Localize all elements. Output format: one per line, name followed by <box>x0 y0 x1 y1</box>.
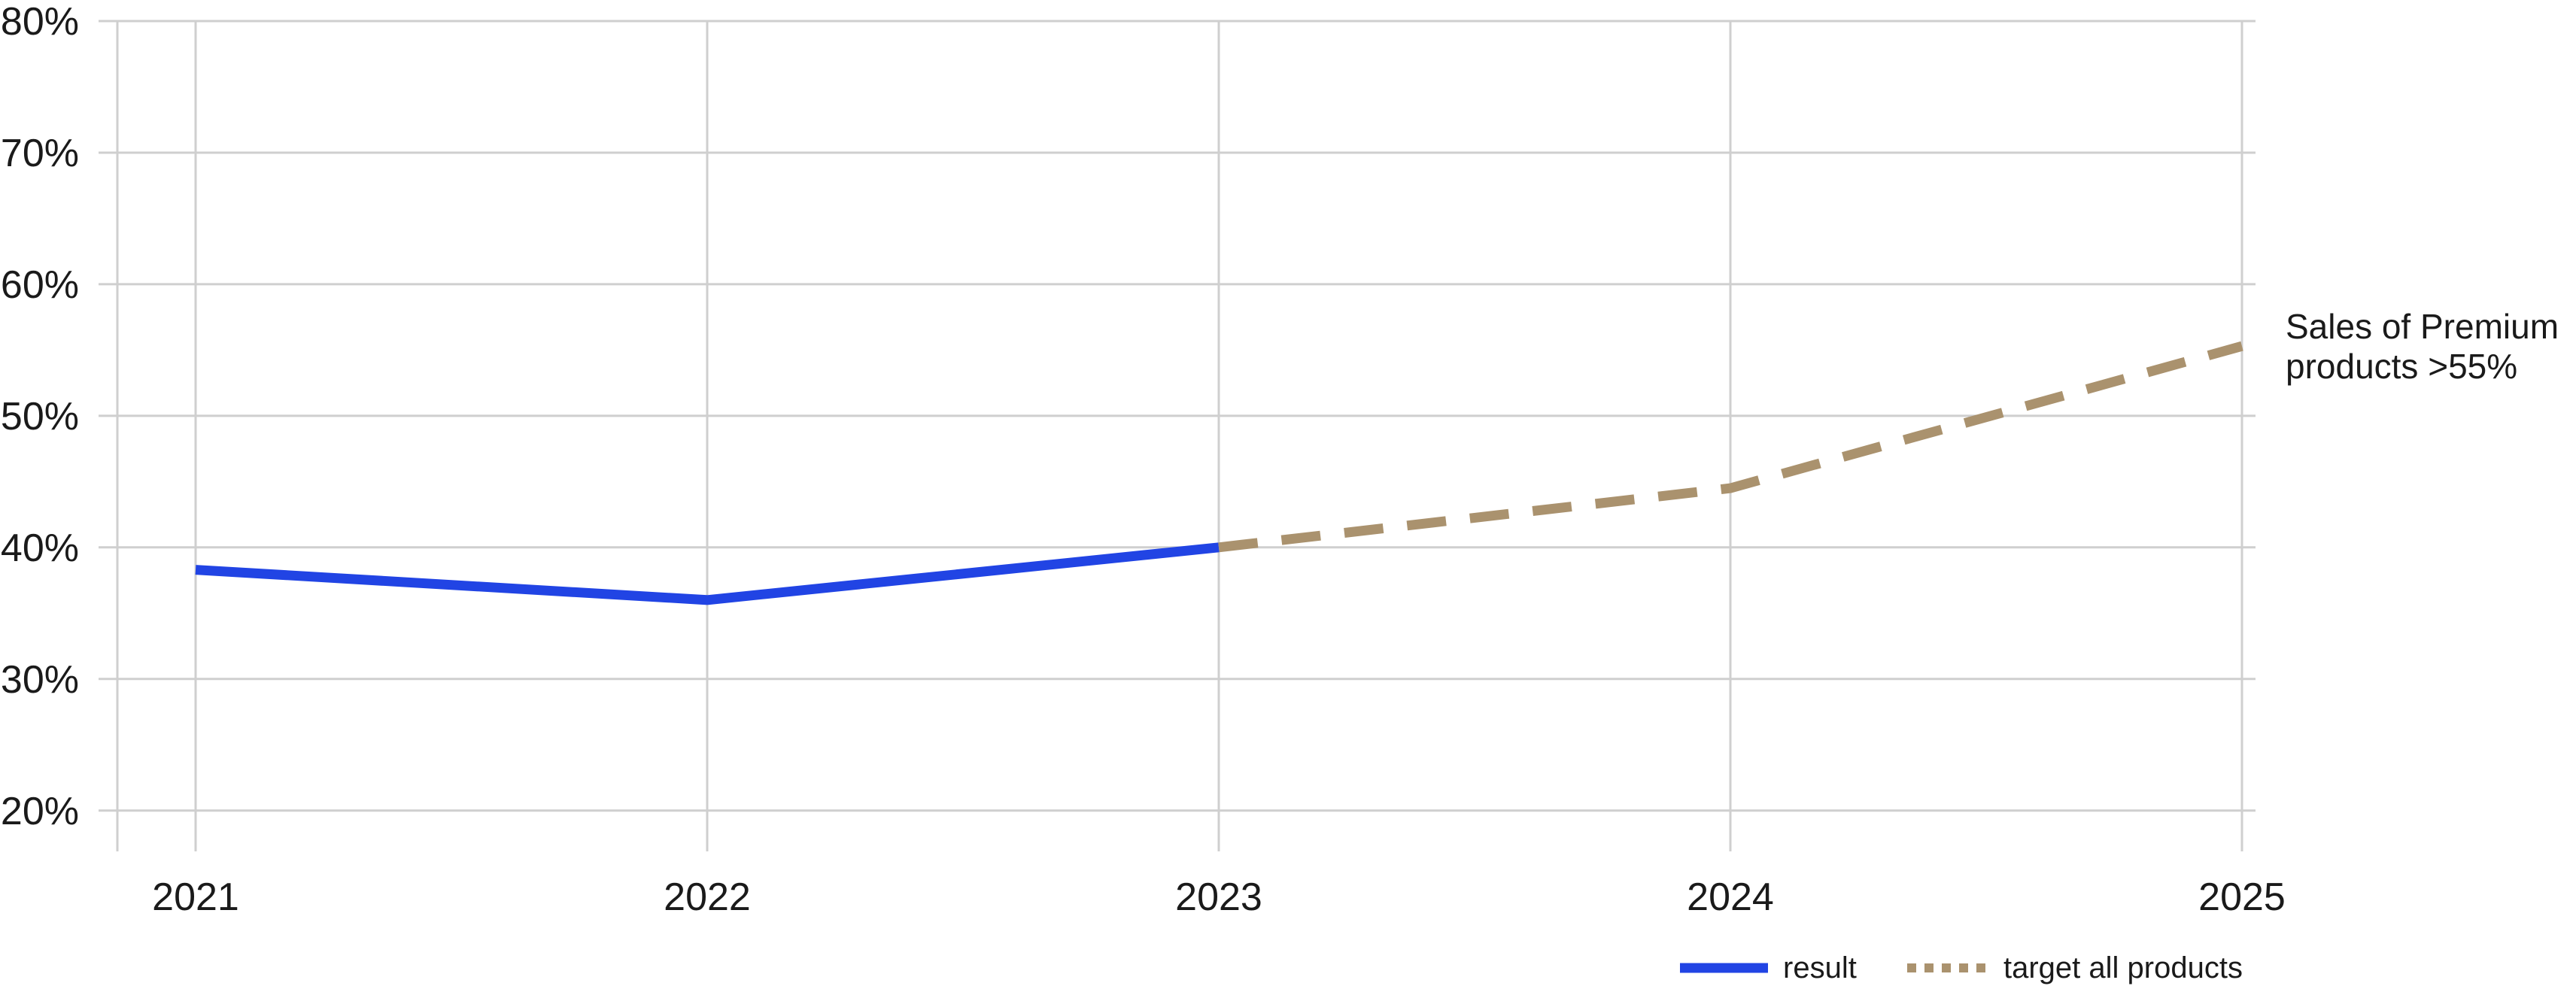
legend-result-label: result <box>1783 951 1857 984</box>
y-tick-label: 40% <box>1 526 79 570</box>
y-tick-label: 50% <box>1 395 79 438</box>
data-series <box>195 341 2243 605</box>
annotation-line: Sales of Premium <box>2286 307 2559 346</box>
y-tick-label: 30% <box>1 658 79 702</box>
x-tick-label: 2024 <box>1687 875 1774 919</box>
annotation-line: products >55% <box>2286 347 2517 386</box>
x-tick-label: 2022 <box>664 875 751 919</box>
y-axis-labels: 80% 70% 60% 50% 40% 30% 20% <box>1 0 79 833</box>
y-tick-label: 70% <box>1 132 79 175</box>
x-axis-labels: 2021 2022 2023 2024 2025 <box>152 875 2286 919</box>
y-tick-label: 60% <box>1 263 79 307</box>
legend-target-label: target all products <box>2003 951 2243 984</box>
target-line <box>1218 341 2243 553</box>
result-line <box>195 542 1220 605</box>
x-tick-label: 2023 <box>1175 875 1262 919</box>
x-tick-label: 2021 <box>152 875 239 919</box>
legend: result target all products <box>1680 951 2243 984</box>
y-tick-label: 80% <box>1 0 79 44</box>
y-tick-label: 20% <box>1 790 79 833</box>
x-tick-label: 2025 <box>2198 875 2286 919</box>
